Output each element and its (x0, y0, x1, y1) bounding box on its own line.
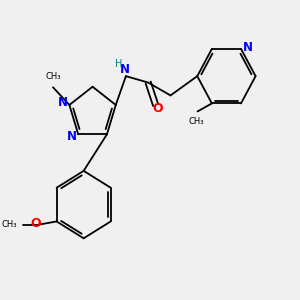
Text: O: O (153, 102, 163, 115)
Text: N: N (67, 130, 77, 143)
Text: CH₃: CH₃ (1, 220, 17, 229)
Text: H: H (115, 59, 122, 69)
Text: N: N (119, 63, 129, 76)
Text: N: N (242, 41, 253, 54)
Text: CH₃: CH₃ (45, 73, 61, 82)
Text: O: O (30, 217, 40, 230)
Text: CH₃: CH₃ (188, 117, 204, 126)
Text: N: N (58, 96, 68, 109)
